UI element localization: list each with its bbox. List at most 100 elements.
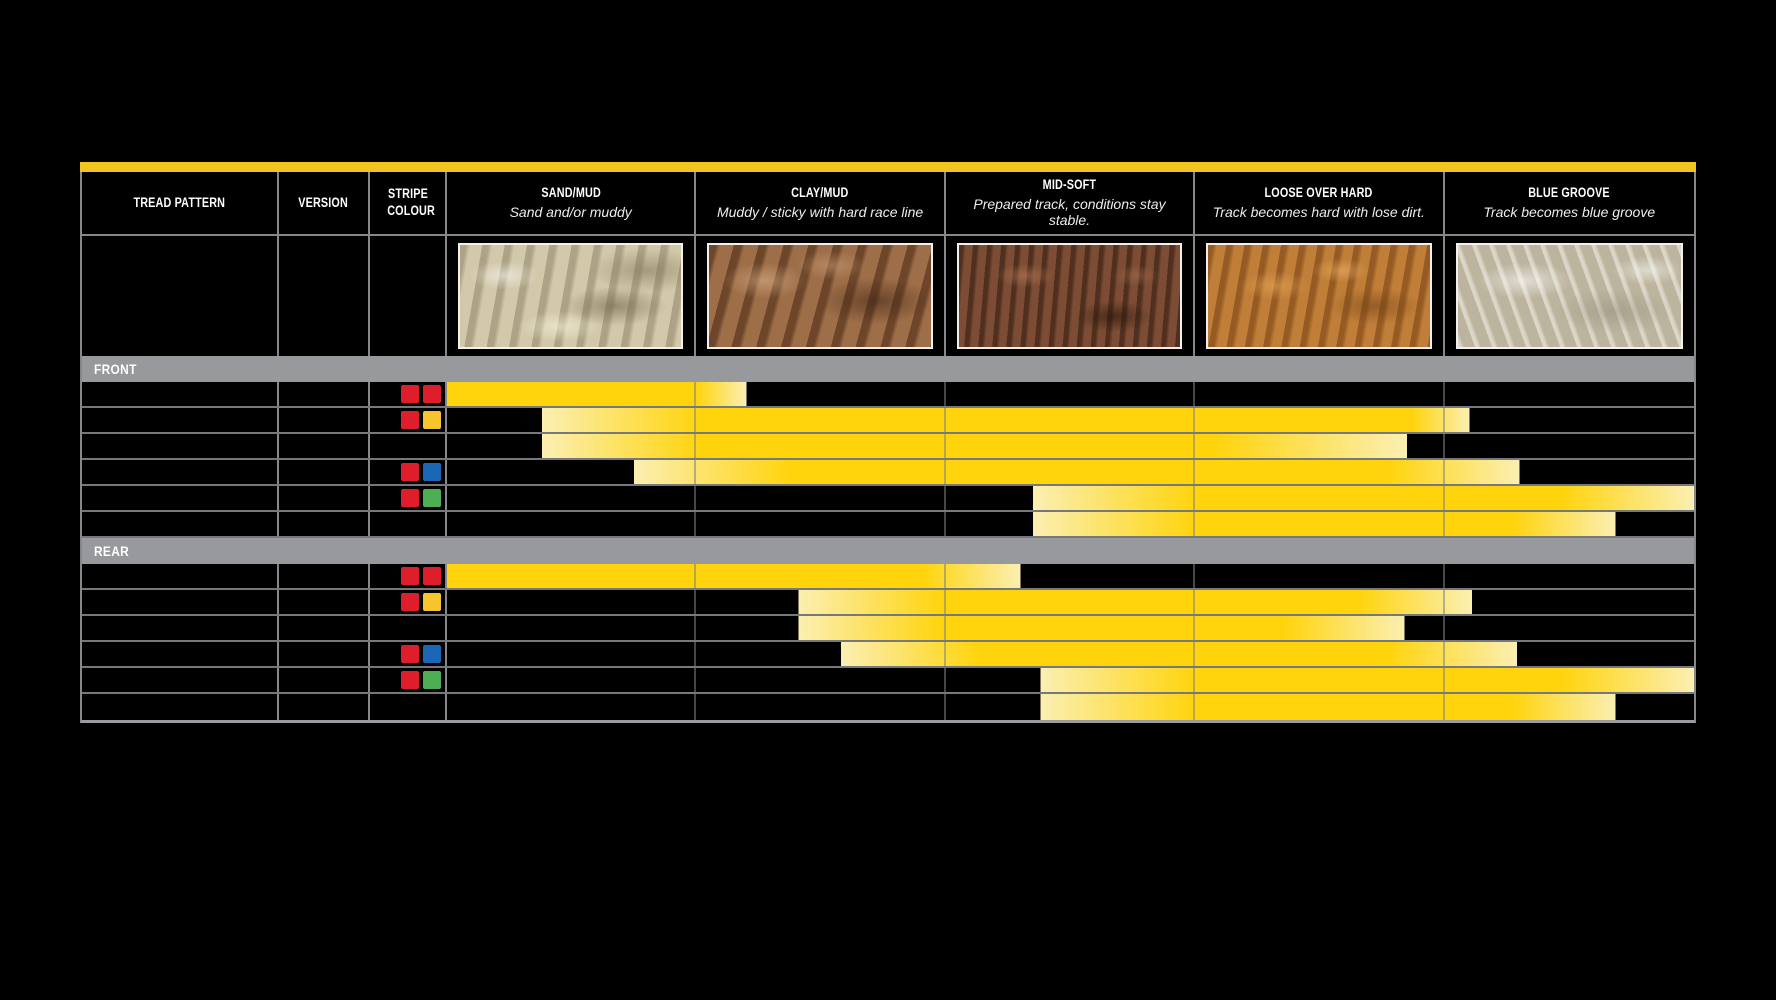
suitability-bar: [447, 460, 1694, 484]
data-row-front-4: [82, 460, 1694, 486]
terrain-title: BLUE GROOVE: [1528, 185, 1611, 201]
suitability-bar: [447, 616, 1694, 640]
column-header-stripe-colour: STRIPE COLOUR: [370, 172, 447, 234]
terrain-range-area: [447, 382, 1694, 406]
tyre-terrain-chart: TREAD PATTERN VERSION STRIPE COLOUR SAND…: [80, 162, 1696, 723]
empty-version-cell: [279, 236, 370, 356]
terrain-photo-row: [82, 236, 1694, 356]
terrain-photo-clay-mud: [707, 243, 933, 349]
terrain-title: CLAY/MUD: [791, 185, 849, 201]
stripe-swatch-blue: [423, 645, 441, 663]
terrain-range-area: [447, 616, 1694, 640]
suitability-bar: [447, 694, 1694, 720]
table-sections: FRONT REAR: [82, 356, 1694, 720]
terrain-range-area: [447, 694, 1694, 720]
suitability-bar: [447, 512, 1694, 536]
section-label: REAR: [94, 543, 130, 559]
stripe-swatch-red: [401, 593, 419, 611]
data-row-rear-2: [82, 590, 1694, 616]
version-cell: [279, 486, 370, 510]
terrain-photo-blue-groove: [1455, 243, 1683, 349]
tread-pattern-cell: [82, 564, 279, 588]
stripe-swatch-green: [423, 671, 441, 689]
terrain-subtitle: Track becomes hard with lose dirt.: [1212, 204, 1425, 221]
terrain-header-blue-groove: BLUE GROOVE Track becomes blue groove: [1445, 172, 1694, 234]
tread-pattern-cell: [82, 486, 279, 510]
terrain-range-area: [447, 460, 1694, 484]
terrain-range-area: [447, 434, 1694, 458]
stripe-swatch-red: [401, 567, 419, 585]
stripe-swatch-red: [401, 645, 419, 663]
data-row-front-5: [82, 486, 1694, 512]
terrain-photo-cell-blue-groove: [1445, 236, 1694, 356]
version-cell: [279, 434, 370, 458]
terrain-header-sand-mud: SAND/MUD Sand and/or muddy: [447, 172, 697, 234]
column-header-label: STRIPE COLOUR: [386, 186, 435, 218]
section-header-rear: REAR: [82, 538, 1694, 564]
terrain-range-area: [447, 486, 1694, 510]
tread-pattern-cell: [82, 590, 279, 614]
stripe-colour-cell: [370, 382, 447, 406]
data-row-rear-3: [82, 616, 1694, 642]
suitability-bar: [447, 668, 1694, 692]
suitability-bar: [447, 590, 1694, 614]
tread-pattern-cell: [82, 382, 279, 406]
stripe-swatch-red: [401, 385, 419, 403]
stripe-colour-cell: [370, 434, 447, 458]
stripe-swatch-yellow: [423, 411, 441, 429]
section-header-front: FRONT: [82, 356, 1694, 382]
stripe-swatch-red: [401, 411, 419, 429]
stripe-colour-cell: [370, 668, 447, 692]
tread-pattern-cell: [82, 694, 279, 720]
data-row-rear-6: [82, 694, 1694, 720]
stripe-swatch-red: [401, 671, 419, 689]
terrain-photo-mid-soft: [956, 243, 1183, 349]
column-header-version: VERSION: [279, 172, 370, 234]
terrain-subtitle: Track becomes blue groove: [1483, 204, 1656, 221]
terrain-photo-cell-clay-mud: [696, 236, 946, 356]
terrain-subtitle: Muddy / sticky with hard race line: [716, 204, 924, 221]
tread-pattern-cell: [82, 408, 279, 432]
terrain-title: SAND/MUD: [540, 185, 601, 201]
version-cell: [279, 590, 370, 614]
section-label: FRONT: [94, 361, 137, 377]
stripe-colour-cell: [370, 564, 447, 588]
suitability-bar: [447, 564, 1694, 588]
stripe-colour-cell: [370, 512, 447, 536]
terrain-range-area: [447, 590, 1694, 614]
stripe-colour-cell: [370, 408, 447, 432]
suitability-bar: [447, 382, 1694, 406]
version-cell: [279, 564, 370, 588]
data-row-front-2: [82, 408, 1694, 434]
tread-pattern-cell: [82, 434, 279, 458]
column-header-label: VERSION: [298, 194, 349, 210]
version-cell: [279, 408, 370, 432]
data-row-rear-4: [82, 642, 1694, 668]
data-row-rear-5: [82, 668, 1694, 694]
version-cell: [279, 512, 370, 536]
terrain-subtitle: Prepared track, conditions stay stable.: [973, 195, 1166, 229]
terrain-photo-cell-loose-over-hard: [1195, 236, 1445, 356]
column-header-label: TREAD PATTERN: [133, 194, 226, 210]
column-header-tread-pattern: TREAD PATTERN: [82, 172, 279, 234]
terrain-headers: SAND/MUD Sand and/or muddy CLAY/MUD Muddy /…: [447, 172, 1694, 234]
version-cell: [279, 460, 370, 484]
terrain-title: LOOSE OVER HARD: [1264, 185, 1373, 201]
terrain-photo-loose-over-hard: [1206, 243, 1432, 349]
terrain-range-area: [447, 564, 1694, 588]
terrain-range-area: [447, 408, 1694, 432]
top-accent-bar: [80, 162, 1696, 172]
version-cell: [279, 642, 370, 666]
version-cell: [279, 382, 370, 406]
stripe-swatch-red: [423, 567, 441, 585]
stripe-colour-cell: [370, 460, 447, 484]
version-cell: [279, 668, 370, 692]
terrain-subtitle: Sand and/or muddy: [509, 204, 632, 221]
stripe-colour-cell: [370, 486, 447, 510]
stripe-swatch-blue: [423, 463, 441, 481]
tread-pattern-cell: [82, 642, 279, 666]
stripe-colour-cell: [370, 616, 447, 640]
data-row-front-6: [82, 512, 1694, 538]
stripe-swatch-yellow: [423, 593, 441, 611]
terrain-title: MID-SOFT: [1042, 177, 1097, 193]
